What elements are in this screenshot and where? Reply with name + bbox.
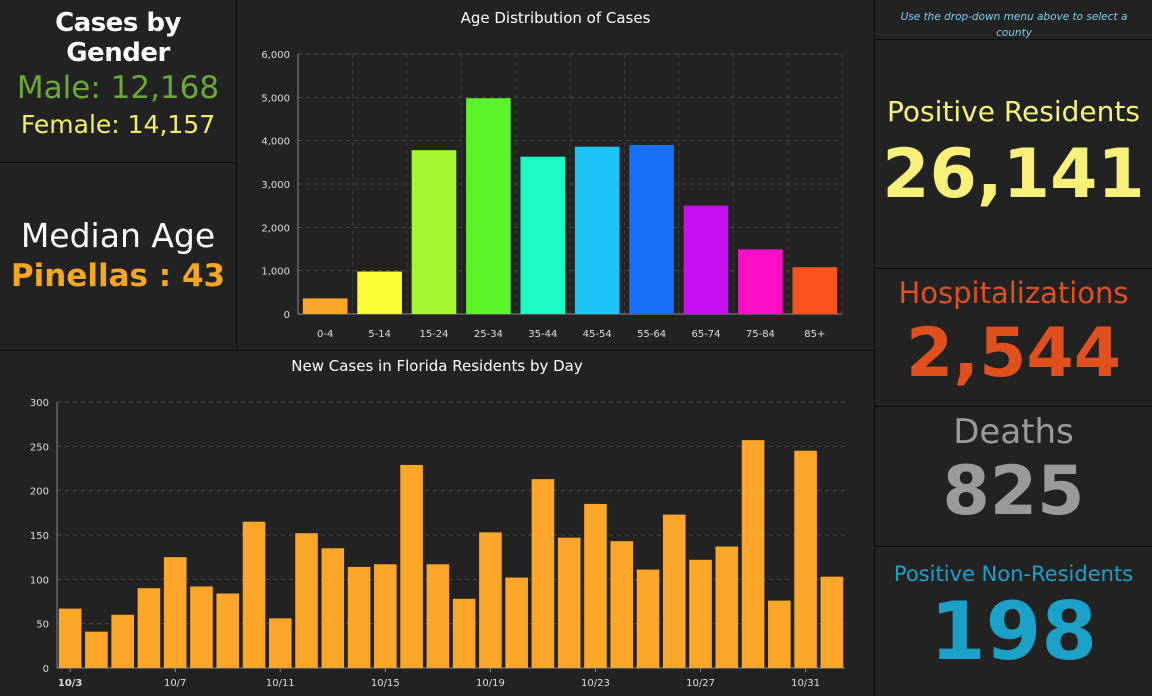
y-tick-label: 50 [36,620,49,631]
bar-10/9 [216,593,240,668]
new-cases-chart-title: New Cases in Florida Residents by Day [291,357,583,375]
bar-10/14 [347,566,371,668]
median-age-value: Pinellas : 43 [10,258,226,294]
x-tick-label: 10/3 [58,678,83,689]
bar-10/20 [505,577,528,668]
bar-10/30 [768,600,791,668]
bar-10/5 [111,614,134,668]
bar-25-34 [466,98,511,314]
bar-10/10 [242,521,266,668]
bar-10/25 [636,569,660,668]
bar-10/28 [715,546,739,668]
x-tick-label: 25-34 [474,329,503,340]
positive-residents-panel: Positive Residents 26,141 [875,40,1152,268]
bar-45-54 [574,146,620,314]
bar-10/22 [557,537,581,668]
age-distribution-chart: 0 1,000 2,000 3,000 4,000 5,000 6,000 0-4 5-14 15… [261,50,843,340]
bar-10/27 [689,559,712,668]
male-count: Male: 12,168 [16,70,220,106]
x-tick-label: 65-74 [691,329,720,340]
age-chart-title: Age Distribution of Cases [460,9,651,27]
bar-55-64 [629,145,674,314]
y-tick-label: 6,000 [261,50,290,61]
x-tick-label: 10/19 [476,678,505,689]
x-tick-label: 10/11 [266,678,295,689]
x-tick-label: 55-64 [637,329,666,340]
median-age-title: Median Age [20,216,216,255]
hospitalizations-label: Hospitalizations [898,276,1129,310]
bar-5-14 [357,271,402,314]
hospitalizations-panel: Hospitalizations 2,544 [875,269,1152,406]
bar-10/16 [400,464,423,668]
new-cases-chart: 0 50 100 150 200 250 300 10/3 10/7 10/11 10/15 10/1… [30,398,845,689]
bar-10/6 [137,588,161,668]
non-residents-value: 198 [930,585,1097,678]
y-tick-label: 100 [30,575,49,586]
median-age-panel: Median Age Pinellas : 43 [0,163,236,350]
gender-panel: Cases by Gender Male: 12,168 Female: 14,… [0,0,236,162]
x-tick-label: 10/27 [686,678,715,689]
x-tick-label: 75-84 [746,329,775,340]
bar-10/3 [58,608,82,668]
bar-11/1 [820,576,844,668]
hospitalizations-value: 2,544 [905,314,1122,393]
y-tick-label: 5,000 [261,93,290,104]
age-distribution-panel: Age Distribution of Cases 0 1,000 2,000 3,0… [237,0,874,350]
y-tick-label: 0 [43,664,49,675]
bar-10/19 [479,532,502,668]
bar-10/31 [794,450,817,668]
bar-10/7 [163,557,187,668]
deaths-value: 825 [942,452,1085,531]
y-tick-label: 250 [30,442,49,453]
female-count: Female: 14,157 [20,110,216,139]
y-tick-label: 150 [30,531,49,542]
bar-10/24 [610,541,634,668]
x-tick-label: 0-4 [317,329,333,340]
deaths-label: Deaths [953,412,1074,452]
x-tick-label: 10/23 [581,678,610,689]
bar-10/12 [295,533,318,668]
y-tick-label: 0 [284,310,290,321]
y-tick-label: 2,000 [261,223,290,234]
bar-65-74 [683,205,729,314]
non-residents-label: Positive Non-Residents [893,562,1134,586]
bar-10/8 [190,586,213,668]
gender-title: Cases by Gender [55,8,181,68]
bar-85+ [792,267,838,314]
x-tick-label: 15-24 [419,329,448,340]
x-tick-label: 85+ [804,329,825,340]
bar-10/29 [741,440,765,668]
non-residents-panel: Positive Non-Residents 198 [875,547,1152,696]
new-cases-panel: New Cases in Florida Residents by Day 0 5… [0,351,874,696]
y-tick-label: 200 [30,487,49,498]
x-tick-label: 35-44 [528,329,557,340]
bar-10/15 [374,564,397,668]
y-tick-label: 4,000 [261,137,290,148]
bar-10/23 [584,503,607,668]
bar-10/13 [321,548,345,668]
bar-10/26 [662,514,686,668]
bar-10/21 [531,479,555,668]
positive-residents-label: Positive Residents [887,95,1140,128]
county-hint-text: Use the drop-down menu above to select a… [900,11,1128,39]
x-tick-label: 10/31 [791,678,820,689]
bar-10/18 [452,598,476,668]
x-tick-label: 10/7 [164,678,186,689]
bar-10/17 [426,564,450,668]
bar-15-24 [411,150,457,314]
deaths-panel: Deaths 825 [875,407,1152,546]
county-hint-panel: Use the drop-down menu above to select a… [875,0,1152,39]
y-tick-label: 1,000 [261,267,290,278]
bar-0-4 [302,298,348,314]
bar-35-44 [520,156,566,314]
x-tick-label: 10/15 [371,678,400,689]
bar-10/4 [85,631,108,668]
bar-10/11 [268,618,292,668]
bar-75-84 [738,249,783,314]
y-tick-label: 300 [30,398,49,409]
positive-residents-value: 26,141 [882,135,1145,214]
x-tick-label: 5-14 [368,329,391,340]
x-tick-label: 45-54 [583,329,612,340]
y-tick-label: 3,000 [261,180,290,191]
